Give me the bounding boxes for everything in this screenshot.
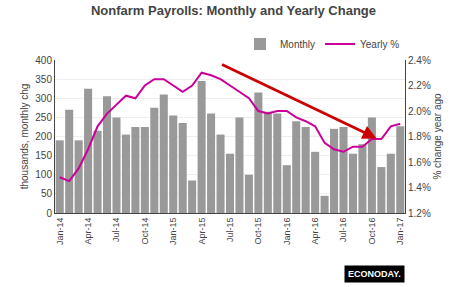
svg-text:Apr-16: Apr-16 <box>310 218 320 245</box>
svg-text:Nonfarm Payrolls: Monthly and: Nonfarm Payrolls: Monthly and Yearly Cha… <box>91 3 376 18</box>
svg-text:Yearly %: Yearly % <box>360 39 399 50</box>
svg-text:Jul-14: Jul-14 <box>111 218 121 243</box>
svg-text:ECONODAY.: ECONODAY. <box>348 269 401 279</box>
svg-text:Jul-16: Jul-16 <box>338 218 348 243</box>
svg-text:2.4%: 2.4% <box>408 55 431 66</box>
svg-text:2.2%: 2.2% <box>408 80 431 91</box>
svg-text:150: 150 <box>35 150 52 161</box>
svg-text:1.4%: 1.4% <box>408 182 431 193</box>
svg-text:Jan-17: Jan-17 <box>395 218 405 246</box>
svg-text:Apr-14: Apr-14 <box>83 218 93 245</box>
svg-text:Monthly: Monthly <box>280 39 315 50</box>
svg-text:1.6%: 1.6% <box>408 157 431 168</box>
svg-text:thousands, monthly chg: thousands, monthly chg <box>19 84 30 190</box>
svg-text:Jul-15: Jul-15 <box>225 218 235 243</box>
svg-text:Jan-15: Jan-15 <box>168 218 178 246</box>
svg-text:Oct-16: Oct-16 <box>367 218 377 245</box>
svg-text:200: 200 <box>35 131 52 142</box>
svg-text:1.8%: 1.8% <box>408 131 431 142</box>
svg-text:0: 0 <box>46 208 52 219</box>
svg-text:Oct-14: Oct-14 <box>140 218 150 245</box>
svg-text:Oct-15: Oct-15 <box>253 218 263 245</box>
svg-text:Jan-14: Jan-14 <box>55 218 65 246</box>
svg-text:1.2%: 1.2% <box>408 208 431 219</box>
svg-text:Jan-16: Jan-16 <box>282 218 292 246</box>
svg-text:100: 100 <box>35 169 52 180</box>
svg-text:300: 300 <box>35 93 52 104</box>
svg-text:250: 250 <box>35 112 52 123</box>
svg-text:400: 400 <box>35 55 52 66</box>
svg-text:350: 350 <box>35 74 52 85</box>
svg-text:2.0%: 2.0% <box>408 106 431 117</box>
svg-text:% change year ago: % change year ago <box>432 93 443 180</box>
svg-text:Apr-15: Apr-15 <box>197 218 207 245</box>
svg-text:50: 50 <box>41 188 53 199</box>
